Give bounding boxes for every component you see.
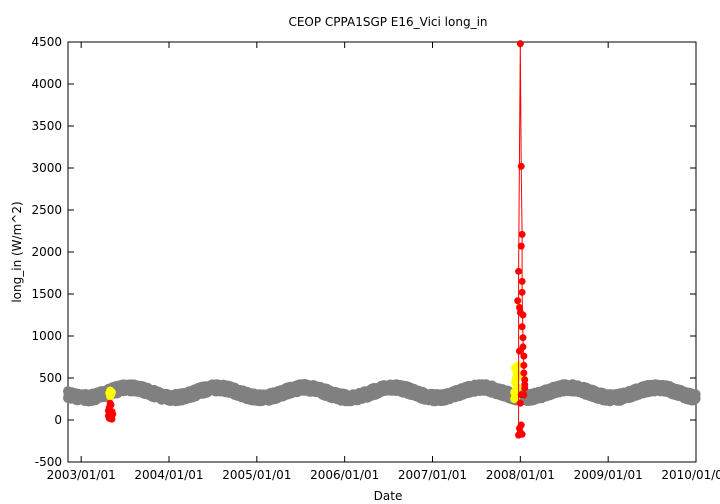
y-tick-label: -500 — [35, 455, 62, 469]
y-tick-label: 2500 — [31, 203, 62, 217]
bad-point — [520, 391, 528, 399]
bad-point — [516, 40, 524, 48]
bad-point — [518, 430, 526, 438]
bad-point — [518, 323, 526, 331]
questionable-point — [510, 388, 519, 397]
bad-point — [104, 407, 112, 415]
y-tick-label: 3000 — [31, 161, 62, 175]
questionable-point — [511, 363, 520, 372]
x-tick-label: 2004/01/01 — [134, 468, 203, 482]
bad-point — [518, 277, 526, 285]
y-axis-label: long_in (W/m^2) — [10, 201, 24, 302]
bad-point — [518, 288, 526, 296]
normal-series — [63, 379, 701, 407]
x-tick-label: 2010/01/01 — [661, 468, 720, 482]
y-tick-label: 500 — [39, 371, 62, 385]
y-tick-label: 3500 — [31, 119, 62, 133]
bad-point — [518, 230, 526, 238]
bad-point — [517, 421, 525, 429]
y-tick-label: 0 — [54, 413, 62, 427]
bad-series — [104, 40, 529, 439]
bad-point — [521, 376, 529, 384]
bad-point — [520, 361, 528, 369]
bad-point — [519, 343, 527, 351]
bad-point — [519, 311, 527, 319]
x-axis: 2003/01/01 2004/01/01 2005/01/01 2006/01/01… — [47, 42, 720, 482]
y-tick-label: 1500 — [31, 287, 62, 301]
bad-point — [514, 297, 522, 305]
bad-point — [515, 267, 523, 275]
bad-point — [517, 162, 525, 170]
chart-title: CEOP CPPA1SGP E16_Vici long_in — [288, 15, 487, 29]
x-tick-label: 2008/01/01 — [486, 468, 555, 482]
x-tick-label: 2007/01/01 — [398, 468, 467, 482]
normal-point — [690, 393, 701, 404]
x-tick-label: 2003/01/01 — [47, 468, 116, 482]
y-tick-label: 2000 — [31, 245, 62, 259]
bad-point — [107, 401, 115, 409]
y-tick-label: 1000 — [31, 329, 62, 343]
x-tick-label: 2006/01/01 — [310, 468, 379, 482]
bad-point — [516, 399, 524, 407]
x-tick-label: 2009/01/01 — [574, 468, 643, 482]
bad-point — [517, 242, 525, 250]
bad-point — [519, 334, 527, 342]
x-axis-label: Date — [374, 489, 403, 503]
questionable-point — [106, 392, 115, 401]
y-axis: -500 0 500 1000 1500 2000 2500 3000 3500 4000 4500 — [31, 35, 696, 469]
y-tick-label: 4500 — [31, 35, 62, 49]
x-tick-label: 2005/01/01 — [222, 468, 291, 482]
bad-point — [520, 369, 528, 377]
y-tick-label: 4000 — [31, 77, 62, 91]
bad-point — [521, 384, 529, 392]
bad-point — [520, 352, 528, 360]
